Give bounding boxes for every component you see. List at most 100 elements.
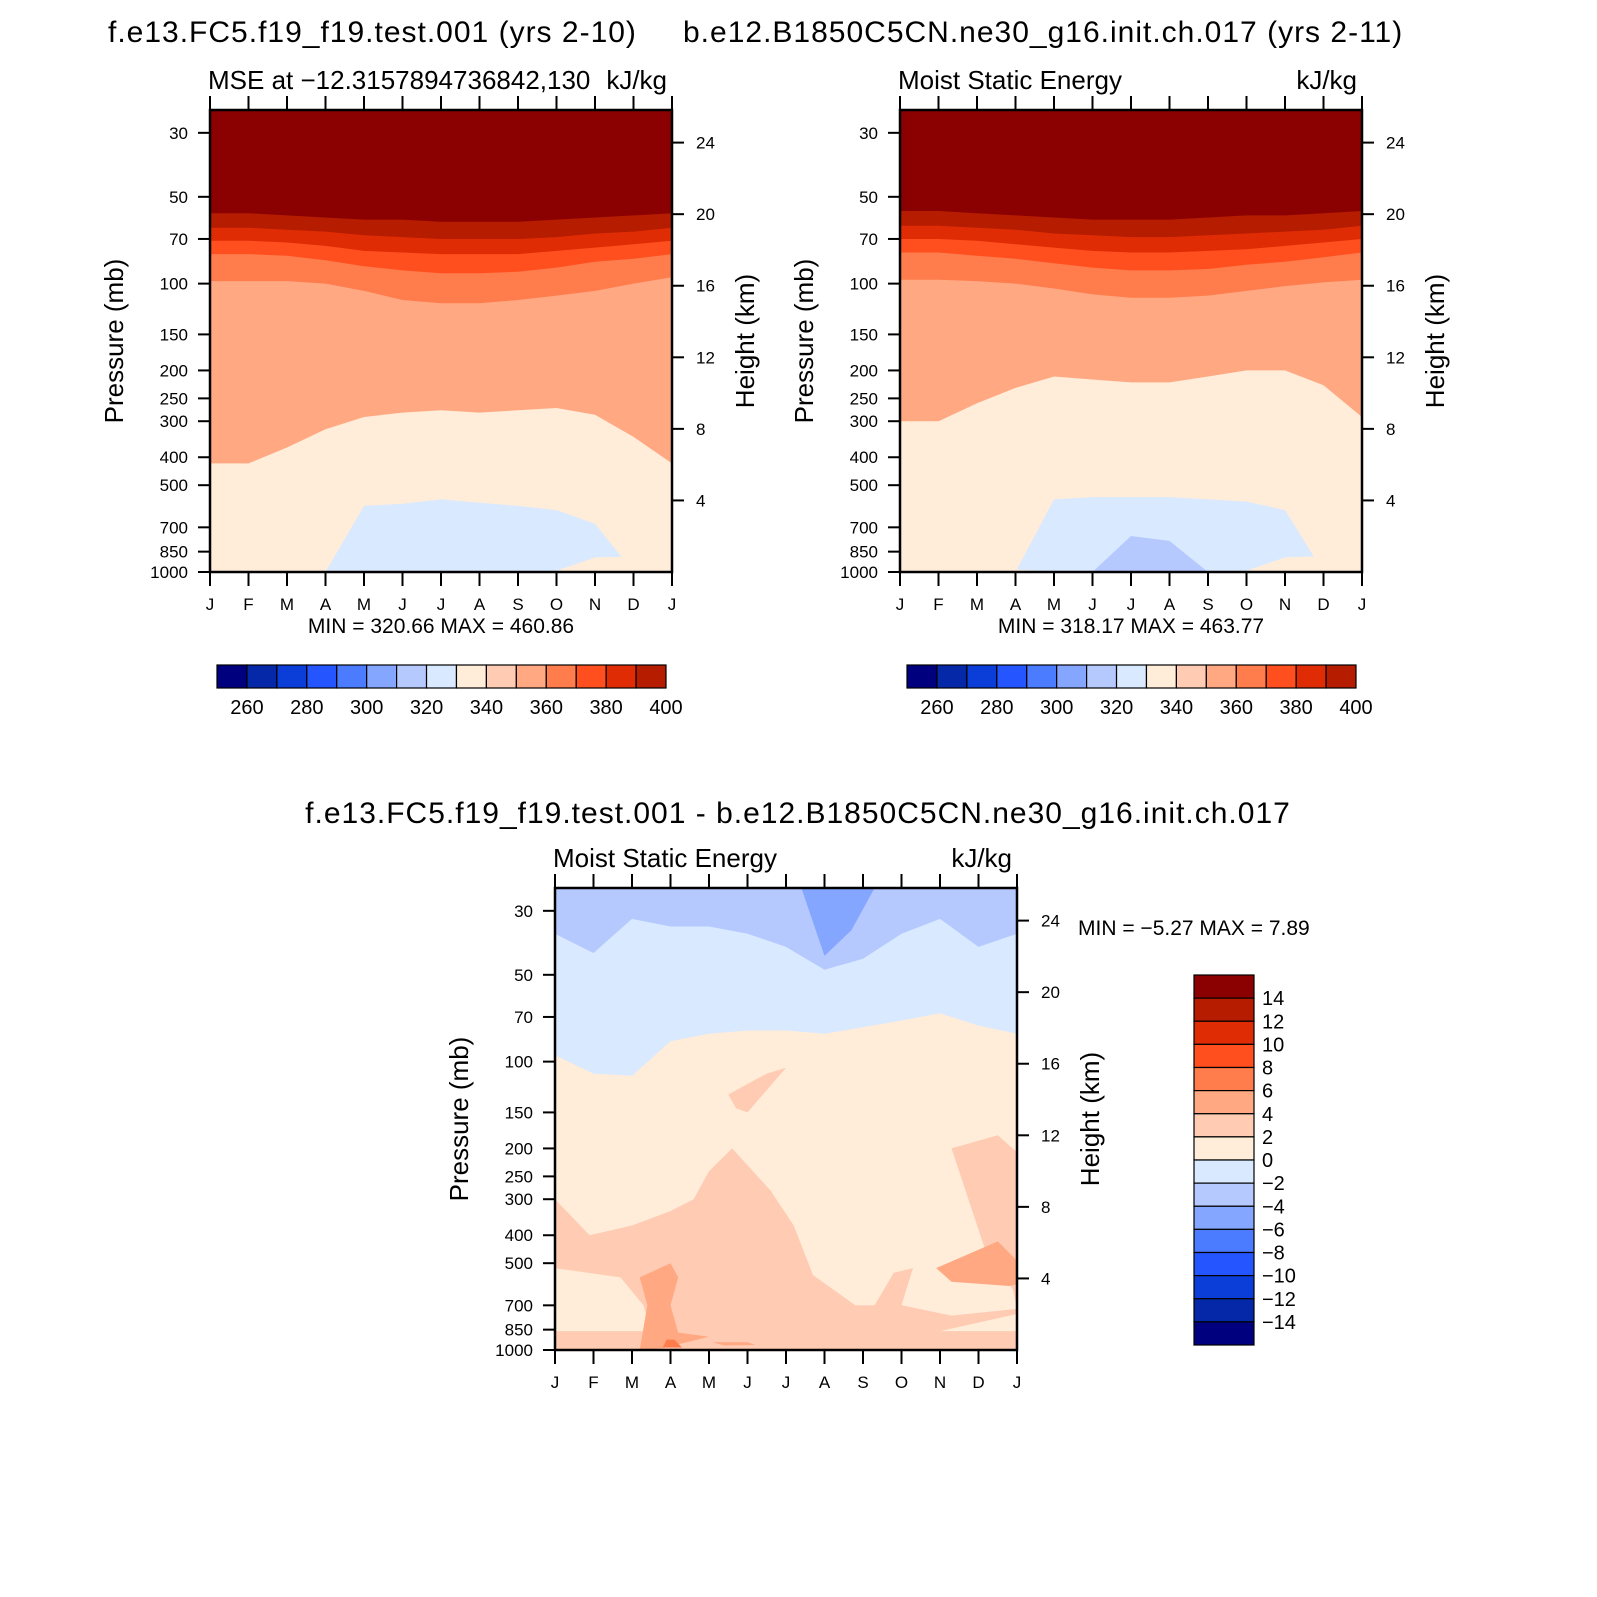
x-tick-label-5: J bbox=[1088, 595, 1097, 614]
y-tick-label-11: 850 bbox=[160, 543, 188, 562]
x-tick-label-5: J bbox=[398, 595, 407, 614]
x-tick-label-11: D bbox=[1317, 595, 1329, 614]
colorbar-box-11 bbox=[1193, 1228, 1255, 1254]
y-tick-label-4: 150 bbox=[505, 1103, 533, 1122]
colorbar-box-12 bbox=[575, 664, 607, 689]
y-tick-label-3: 100 bbox=[850, 275, 878, 294]
x-tick-label-7: A bbox=[819, 1373, 831, 1392]
x-tick-label-9: O bbox=[1240, 595, 1253, 614]
plot-area bbox=[210, 110, 672, 572]
y-tick-label-0: 30 bbox=[859, 124, 878, 143]
x-tick-label-0: J bbox=[206, 595, 215, 614]
colorbar-label-4: 340 bbox=[470, 697, 503, 719]
colorbar-box-9 bbox=[485, 664, 517, 689]
x-tick-label-6: J bbox=[782, 1373, 791, 1392]
panel-left-label-overlay: MSE at −12.3157894736842,130 bbox=[208, 65, 590, 95]
figure-title-right: b.e12.B1850C5CN.ne30_g16.init.ch.017 (yr… bbox=[683, 16, 1403, 49]
y2-tick-label-3: 16 bbox=[1386, 277, 1405, 296]
y2-tick-label-4: 20 bbox=[1386, 205, 1405, 224]
colorbar-label-5: 360 bbox=[530, 697, 563, 719]
colorbar-box-6 bbox=[1193, 1113, 1255, 1138]
x-tick-label-8: S bbox=[857, 1373, 868, 1392]
colorbar-box-3 bbox=[1193, 1043, 1255, 1069]
y-tick-label-9: 500 bbox=[850, 476, 878, 495]
panel-left-label: Moist Static Energy bbox=[898, 65, 1122, 95]
colorbar-box-0 bbox=[216, 664, 248, 689]
colorbar-label-3: 320 bbox=[1100, 697, 1133, 719]
x-tick-label-8: S bbox=[1202, 595, 1213, 614]
x-tick-label-6: J bbox=[437, 595, 446, 614]
y2-tick-label-4: 20 bbox=[696, 205, 715, 224]
x-tick-label-8: S bbox=[512, 595, 523, 614]
colorbar-label-9: −4 bbox=[1262, 1196, 1285, 1218]
x-tick-label-4: M bbox=[702, 1373, 716, 1392]
y-tick-label-12: 1000 bbox=[150, 563, 188, 582]
colorbar-label-1: 12 bbox=[1262, 1011, 1284, 1033]
colorbar-label-0: 260 bbox=[920, 697, 953, 719]
colorbar-label-1: 280 bbox=[290, 697, 323, 719]
colorbar-box-11 bbox=[545, 664, 577, 689]
y-tick-label-4: 150 bbox=[850, 325, 878, 344]
y2-tick-label-4: 20 bbox=[1041, 983, 1060, 1002]
x-tick-label-2: M bbox=[625, 1373, 639, 1392]
y-tick-label-11: 850 bbox=[505, 1321, 533, 1340]
y-tick-label-11: 850 bbox=[850, 543, 878, 562]
colorbar-label-7: 400 bbox=[1339, 697, 1372, 719]
y2-axis-label: Height (km) bbox=[1420, 274, 1450, 408]
colorbar-box-2 bbox=[1193, 1020, 1255, 1045]
colorbar-box-13 bbox=[1193, 1275, 1255, 1300]
colorbar-box-2 bbox=[276, 664, 308, 689]
x-tick-label-1: F bbox=[243, 595, 253, 614]
colorbar-box-11 bbox=[1235, 664, 1267, 689]
contour-region-5 bbox=[662, 1339, 682, 1348]
contour-region-0 bbox=[210, 556, 672, 572]
y-tick-label-12: 1000 bbox=[840, 563, 878, 582]
x-tick-label-1: F bbox=[933, 595, 943, 614]
x-tick-label-4: M bbox=[1047, 595, 1061, 614]
x-tick-label-5: J bbox=[743, 1373, 752, 1392]
colorbar-box-8 bbox=[1145, 664, 1178, 689]
colorbar-label-10: −6 bbox=[1262, 1219, 1285, 1241]
colorbar-box-1 bbox=[246, 664, 278, 689]
x-tick-label-0: J bbox=[551, 1373, 560, 1392]
colorbar-box-4 bbox=[1193, 1066, 1255, 1092]
x-tick-label-10: N bbox=[589, 595, 601, 614]
y-axis-label: Pressure (mb) bbox=[789, 259, 819, 424]
contour-region-0 bbox=[801, 888, 875, 956]
colorbar-box-7 bbox=[1115, 664, 1148, 689]
contour-region-1 bbox=[728, 1067, 786, 1113]
colorbar-label-6: 380 bbox=[1279, 697, 1312, 719]
y-tick-label-8: 400 bbox=[160, 448, 188, 467]
y-tick-label-1: 50 bbox=[514, 966, 533, 985]
min-max-label: MIN = 318.17 MAX = 463.77 bbox=[998, 615, 1264, 638]
colorbar-box-12 bbox=[1193, 1251, 1255, 1277]
colorbar-box-3 bbox=[306, 664, 338, 689]
y-tick-label-7: 300 bbox=[850, 412, 878, 431]
colorbar-box-8 bbox=[455, 664, 488, 689]
y-tick-label-9: 500 bbox=[160, 476, 188, 495]
plot-area bbox=[900, 110, 1362, 572]
colorbar-label-0: 14 bbox=[1262, 988, 1284, 1010]
y2-tick-label-1: 8 bbox=[696, 420, 705, 439]
colorbar-box-12 bbox=[1265, 664, 1297, 689]
plot-area bbox=[555, 888, 1017, 1350]
y-tick-label-5: 200 bbox=[505, 1139, 533, 1158]
colorbar-box-14 bbox=[1193, 1298, 1255, 1323]
colorbar-box-10 bbox=[1193, 1205, 1255, 1230]
colorbar-label-11: −8 bbox=[1262, 1243, 1285, 1265]
colorbar-box-7 bbox=[425, 664, 458, 689]
colorbar-label-14: −14 bbox=[1262, 1312, 1296, 1334]
colorbar-label-0: 260 bbox=[230, 697, 263, 719]
colorbar-label-8: −2 bbox=[1262, 1173, 1285, 1195]
colorbar-label-13: −12 bbox=[1262, 1289, 1296, 1311]
x-tick-label-10: N bbox=[934, 1373, 946, 1392]
y-tick-label-0: 30 bbox=[514, 902, 533, 921]
y-axis-label: Pressure (mb) bbox=[99, 259, 129, 424]
panel-left-label: Moist Static Energy bbox=[553, 843, 777, 873]
colorbar-label-2: 300 bbox=[1040, 697, 1073, 719]
colorbar-box-4 bbox=[336, 664, 368, 689]
panel-right: J F M A M J J A S O N D J 30 50 70 100 150 200 250 300 400 500… bbox=[789, 65, 1450, 719]
y2-tick-label-2: 12 bbox=[1386, 348, 1405, 367]
figure-title-left: f.e13.FC5.f19_f19.test.001 (yrs 2-10) bbox=[108, 16, 637, 49]
colorbar-box-6 bbox=[396, 664, 428, 689]
